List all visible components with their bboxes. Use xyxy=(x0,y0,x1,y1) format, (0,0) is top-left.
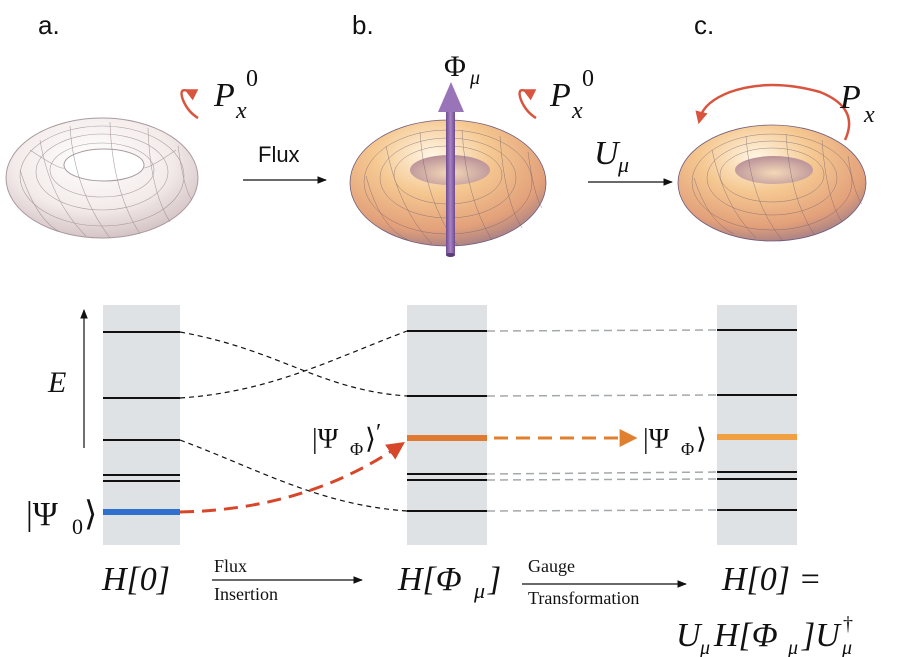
svg-text:⟩: ⟩ xyxy=(84,496,97,533)
svg-text:|Ψ: |Ψ xyxy=(26,496,58,533)
unitary-arrow-label: U μ xyxy=(594,135,629,177)
gauge-level-connectors xyxy=(486,329,718,512)
svg-text:μ: μ xyxy=(469,67,480,89)
svg-text:Transformation: Transformation xyxy=(528,588,639,608)
svg-text:Flux: Flux xyxy=(214,556,247,576)
svg-text:H[Φ: H[Φ xyxy=(713,617,778,654)
svg-text:0: 0 xyxy=(72,514,83,539)
svg-text:H[Φ: H[Φ xyxy=(397,561,462,598)
momentum-arrow-b xyxy=(518,89,537,120)
svg-text:P: P xyxy=(213,77,235,114)
state-label-prime: |Ψ Φ ⟩ ′ xyxy=(312,420,381,459)
flux-level-connectors xyxy=(179,330,408,512)
svg-text:U: U xyxy=(676,617,703,654)
state-label-initial: |Ψ 0 ⟩ xyxy=(26,496,97,539)
band-h0-left xyxy=(103,305,180,545)
svg-text:′: ′ xyxy=(376,420,381,446)
hamiltonian-h0-label: H[0] xyxy=(101,561,170,598)
svg-text:μ: μ xyxy=(841,637,852,657)
torus-c xyxy=(677,124,867,242)
svg-text:x: x xyxy=(863,102,875,128)
svg-text:P: P xyxy=(839,79,861,116)
hamiltonian-h0-eq-label: H[0] = xyxy=(721,561,821,598)
torus-a xyxy=(5,117,199,239)
flux-arrow-phi xyxy=(438,82,464,257)
state-label-final: |Ψ Φ ⟩ xyxy=(643,424,707,459)
svg-text:]U: ]U xyxy=(801,617,842,654)
svg-text:μ: μ xyxy=(617,152,629,177)
svg-text:Φ: Φ xyxy=(350,439,363,459)
svg-text:⟩: ⟩ xyxy=(696,424,707,455)
svg-text:μ: μ xyxy=(699,637,710,657)
svg-text:μ: μ xyxy=(787,637,798,657)
panel-label-a: a. xyxy=(38,10,60,40)
svg-text:0: 0 xyxy=(582,66,594,92)
svg-text:Φ: Φ xyxy=(681,439,694,459)
momentum-label-b: P x 0 xyxy=(549,66,594,124)
svg-text:]: ] xyxy=(487,561,501,598)
energy-axis-label: E xyxy=(47,366,66,399)
hamiltonian-h-phi-label: H[Φ μ ] xyxy=(397,561,501,603)
momentum-arrow-c xyxy=(695,83,851,141)
levels-h0-right xyxy=(717,329,797,511)
svg-text:μ: μ xyxy=(473,578,485,603)
gauge-transform-expression: U μ H[Φ μ ]U μ † xyxy=(676,613,853,657)
svg-text:†: † xyxy=(843,613,853,635)
panel-label-c: c. xyxy=(694,10,714,40)
band-h-phi xyxy=(407,305,487,545)
svg-text:Gauge: Gauge xyxy=(528,556,575,576)
svg-text:U: U xyxy=(594,135,621,172)
svg-text:Insertion: Insertion xyxy=(214,584,278,604)
svg-text:|Ψ: |Ψ xyxy=(312,424,339,455)
flux-arrow-label: Flux xyxy=(258,142,300,167)
gauge-transformation-label: Gauge Transformation xyxy=(528,556,639,608)
flux-label-phi: Φ μ xyxy=(444,50,480,89)
svg-text:x: x xyxy=(571,98,583,124)
levels-h-phi xyxy=(407,330,487,512)
panel-label-b: b. xyxy=(352,10,374,40)
momentum-label-c: P x xyxy=(839,79,875,128)
svg-text:⟩: ⟩ xyxy=(365,424,376,455)
band-h0-right xyxy=(717,305,797,545)
momentum-label-a: P x 0 xyxy=(213,66,258,124)
svg-text:Φ: Φ xyxy=(444,50,466,83)
flux-insertion-label: Flux Insertion xyxy=(214,556,278,604)
svg-text:0: 0 xyxy=(246,66,258,92)
svg-text:x: x xyxy=(235,98,247,124)
flux-insertion-transition xyxy=(179,441,405,514)
svg-text:P: P xyxy=(549,77,571,114)
svg-text:|Ψ: |Ψ xyxy=(643,424,670,455)
momentum-arrow-a xyxy=(180,89,199,120)
levels-h0-left xyxy=(103,331,180,482)
